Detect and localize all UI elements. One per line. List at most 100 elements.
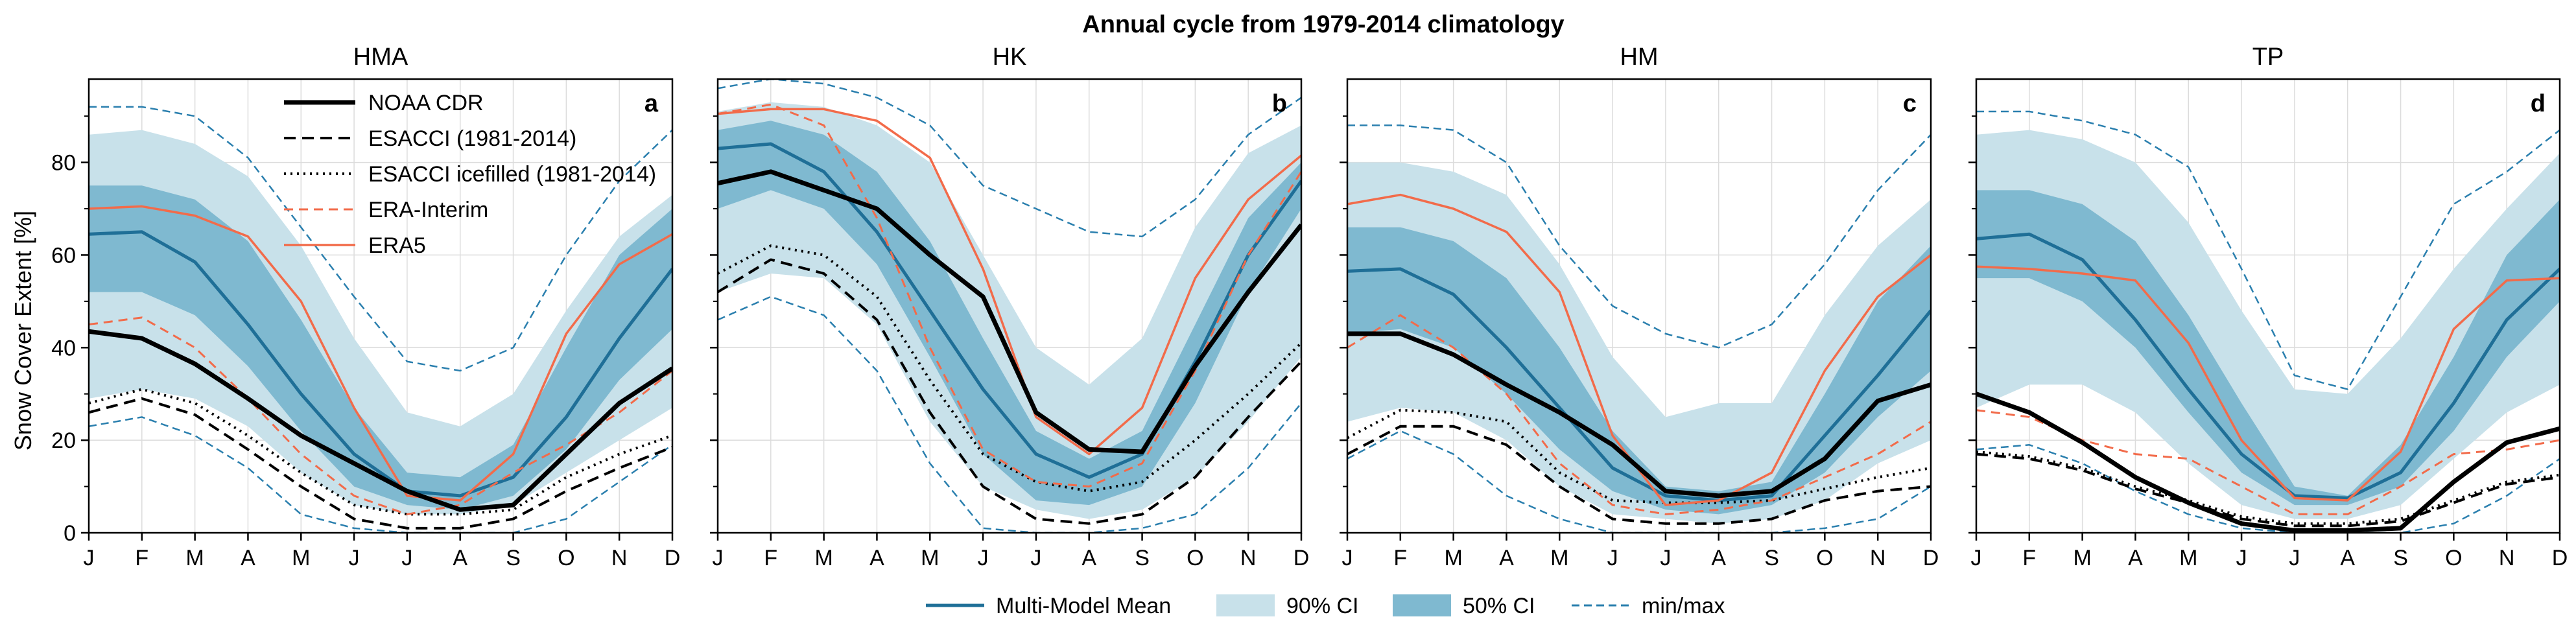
esacci-ice-line bbox=[718, 244, 1301, 493]
ci90-band bbox=[89, 130, 672, 515]
max-line bbox=[89, 106, 672, 372]
panel-title: HM bbox=[1620, 43, 1658, 71]
min-line bbox=[718, 296, 1301, 533]
x-tick-label: M bbox=[921, 546, 939, 570]
x-tick-label: M bbox=[2073, 546, 2091, 570]
legend-label-era-interim: ERA-Interim bbox=[368, 198, 488, 222]
x-tick-label: S bbox=[1135, 546, 1150, 570]
panel-title: HK bbox=[993, 43, 1027, 71]
x-tick-label: A bbox=[1081, 546, 1096, 570]
x-tick-label: J bbox=[713, 546, 724, 570]
legend-label-ci90: 90% CI bbox=[1286, 594, 1359, 618]
legend-label-noaa: NOAA CDR bbox=[368, 91, 484, 115]
noaa-line bbox=[89, 329, 672, 512]
x-tick-label: O bbox=[1816, 546, 1833, 570]
y-tick-label: 80 bbox=[51, 151, 76, 176]
era5-line bbox=[89, 205, 672, 502]
x-tick-label: M bbox=[1550, 546, 1568, 570]
x-tick-label: J bbox=[349, 546, 360, 570]
x-tick-label: O bbox=[558, 546, 574, 570]
x-tick-label: J bbox=[978, 546, 989, 570]
era-interim-line bbox=[1347, 314, 1931, 515]
x-tick-label: A bbox=[1711, 546, 1726, 570]
x-tick-label: M bbox=[2179, 546, 2197, 570]
x-tick-label: J bbox=[1030, 546, 1041, 570]
legend-swatch-ci90 bbox=[1216, 594, 1275, 616]
legend-label-esacci: ESACCI (1981-2014) bbox=[368, 126, 576, 151]
panel-letter: a bbox=[644, 90, 659, 117]
max-line bbox=[1976, 110, 2560, 390]
x-tick-label: M bbox=[185, 546, 204, 570]
panel-frame bbox=[88, 78, 674, 534]
legend-label-mmm: Multi-Model Mean bbox=[996, 594, 1171, 618]
ci90-band bbox=[1347, 162, 1931, 524]
y-axis-label: Snow Cover Extent [%] bbox=[10, 211, 36, 450]
x-tick-label: A bbox=[453, 546, 467, 570]
legend-label-ci50: 50% CI bbox=[1463, 594, 1535, 618]
x-tick-label: D bbox=[665, 546, 681, 570]
ci50-band bbox=[1347, 227, 1931, 515]
x-tick-label: J bbox=[1660, 546, 1671, 570]
x-tick-label: F bbox=[2022, 546, 2036, 570]
era-interim-line bbox=[89, 316, 672, 515]
plot-area bbox=[718, 79, 1301, 533]
x-tick-label: F bbox=[135, 546, 148, 570]
x-tick-label: M bbox=[814, 546, 833, 570]
multi-model-mean-line bbox=[1347, 267, 1931, 502]
x-tick-label: A bbox=[2128, 546, 2143, 570]
x-tick-label: D bbox=[1923, 546, 1939, 570]
x-tick-label: S bbox=[2393, 546, 2408, 570]
x-tick-label: O bbox=[2445, 546, 2462, 570]
x-tick-label: M bbox=[1444, 546, 1462, 570]
noaa-line bbox=[1976, 392, 2560, 533]
x-tick-label: F bbox=[1393, 546, 1407, 570]
legend-swatch-ci50 bbox=[1393, 594, 1451, 616]
panel-frame bbox=[716, 78, 1303, 534]
legend-label-esacci-ice: ESACCI icefilled (1981-2014) bbox=[368, 162, 656, 187]
x-tick-label: N bbox=[2499, 546, 2515, 570]
multi-model-mean-line bbox=[89, 230, 672, 498]
panel-tp: J F M A M J J A S O N D TP d bbox=[1968, 43, 2568, 570]
plot-area bbox=[1976, 79, 2560, 533]
x-tick-label: A bbox=[869, 546, 884, 570]
x-tick-label: J bbox=[1607, 546, 1618, 570]
y-tick-label: 20 bbox=[51, 428, 76, 453]
era5-line bbox=[718, 108, 1301, 456]
noaa-line bbox=[1347, 331, 1931, 498]
min-line bbox=[1976, 444, 2560, 533]
figure-suptitle: Annual cycle from 1979-2014 climatology bbox=[1082, 11, 1564, 38]
x-tick-label: O bbox=[1187, 546, 1203, 570]
x-tick-label: J bbox=[1971, 546, 1982, 570]
legend-bottom: Multi-Model Mean 90% CI 50% CI min/max bbox=[926, 594, 1725, 618]
esacci-ice-line bbox=[1347, 408, 1931, 504]
x-tick-label: J bbox=[2289, 546, 2300, 570]
legend-label-era5: ERA5 bbox=[368, 233, 426, 258]
x-tick-label: N bbox=[1870, 546, 1886, 570]
x-tick-label: S bbox=[1764, 546, 1779, 570]
x-tick-label: A bbox=[1499, 546, 1514, 570]
min-line bbox=[89, 416, 672, 533]
ci50-band bbox=[89, 185, 672, 510]
ci50-band bbox=[1976, 190, 2560, 506]
panel-title: TP bbox=[2252, 43, 2284, 71]
era5-line bbox=[1976, 265, 2560, 502]
era-interim-line bbox=[1976, 409, 2560, 515]
panel-title: HMA bbox=[353, 43, 408, 71]
esacci-line bbox=[89, 397, 672, 530]
esacci-line bbox=[1976, 452, 2560, 528]
max-line bbox=[718, 79, 1301, 238]
x-tick-label: D bbox=[1294, 546, 1310, 570]
noaa-line bbox=[718, 169, 1301, 454]
x-tick-label: N bbox=[611, 546, 628, 570]
x-tick-label: A bbox=[2340, 546, 2355, 570]
x-tick-label: F bbox=[764, 546, 777, 570]
esacci-ice-line bbox=[1976, 450, 2560, 525]
x-tick-label: D bbox=[2552, 546, 2568, 570]
multi-model-mean-line bbox=[1976, 232, 2560, 500]
panel-frame bbox=[1346, 78, 1932, 534]
x-tick-label: S bbox=[506, 546, 521, 570]
panel-hm: J F M A M J J A S O N D HM c bbox=[1340, 43, 1939, 570]
y-tick-label: 40 bbox=[51, 336, 76, 360]
